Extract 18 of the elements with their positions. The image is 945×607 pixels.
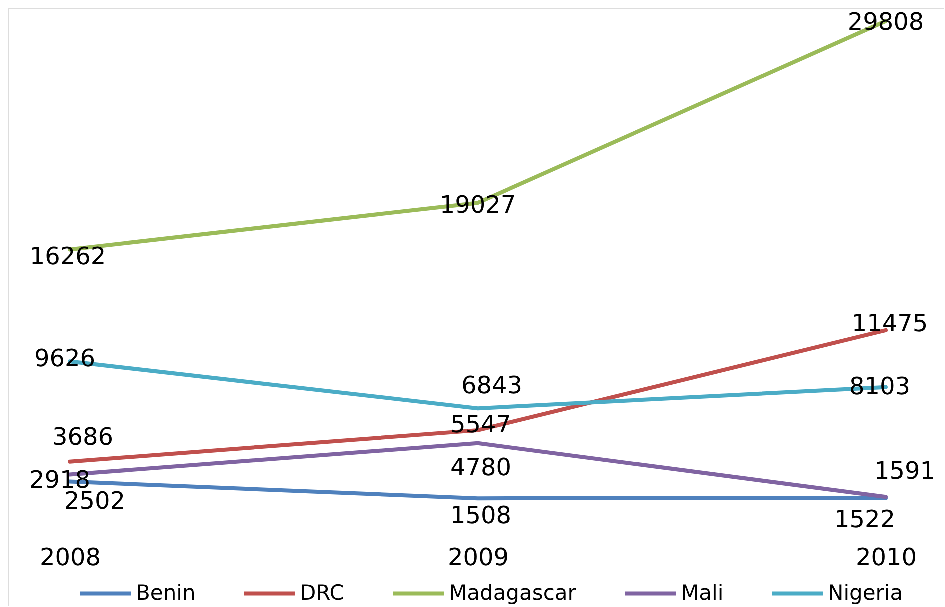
legend-label: Nigeria: [828, 580, 904, 605]
data-label: 9626: [34, 344, 96, 373]
legend-label: DRC: [300, 580, 344, 605]
data-label: 1508: [450, 502, 512, 530]
data-label: 11475: [852, 309, 928, 338]
legend-label: Madagascar: [449, 580, 577, 605]
data-label: 1591: [874, 457, 936, 486]
data-label: 1522: [834, 505, 896, 534]
data-label: 16262: [30, 242, 106, 271]
x-tick-label: 2008: [40, 544, 102, 572]
legend-label: Mali: [681, 580, 724, 605]
data-label: 6843: [461, 372, 523, 400]
data-label: 4780: [450, 453, 512, 482]
x-tick-label: 2010: [856, 544, 918, 572]
data-label: 29808: [848, 8, 924, 36]
data-label: 3686: [52, 422, 114, 451]
legend-label: Benin: [136, 580, 196, 605]
x-tick-label: 2009: [448, 544, 510, 572]
